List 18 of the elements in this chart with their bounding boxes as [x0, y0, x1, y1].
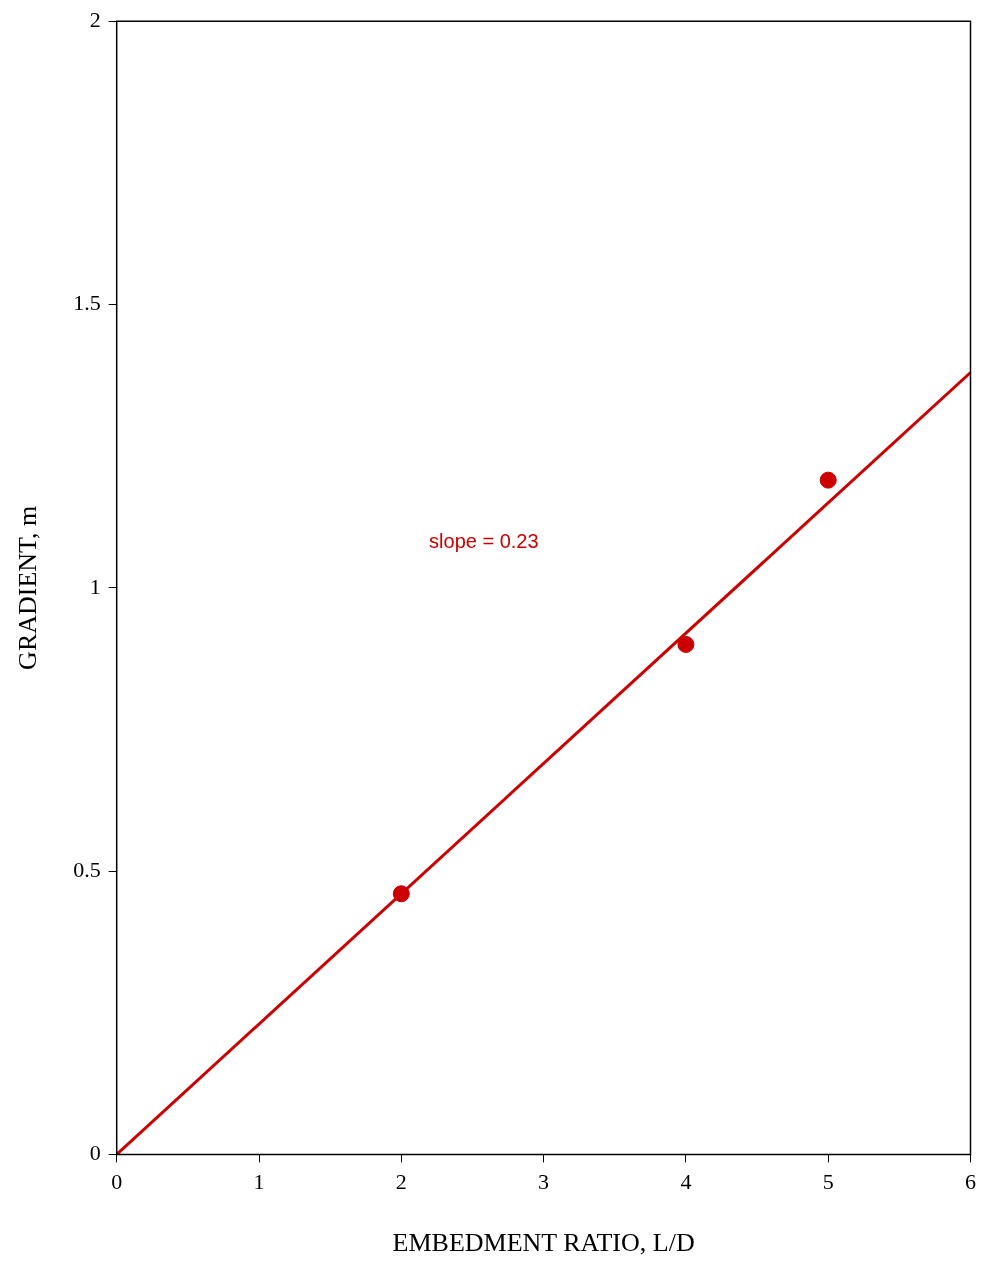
annotation: slope = 0.23	[429, 529, 539, 552]
x-tick-label: 3	[538, 1169, 550, 1195]
y-axis-title: GRADIENT, m	[13, 505, 43, 670]
x-tick-label: 5	[822, 1169, 834, 1195]
y-tick-label: 0	[89, 1140, 101, 1166]
x-tick-label: 4	[680, 1169, 692, 1195]
x-tick-label: 6	[965, 1169, 976, 1195]
y-tick-label: 1.5	[73, 290, 101, 316]
y-tick-label: 0.5	[73, 856, 101, 882]
x-tick-label: 2	[395, 1169, 407, 1195]
y-tick-label: 1	[89, 573, 101, 599]
y-tick-label: 2	[89, 6, 101, 32]
point	[677, 635, 695, 653]
x-tick-label: 1	[253, 1169, 265, 1195]
x-axis-title: EMBEDMENT RATIO, L/D	[392, 1228, 695, 1258]
point	[392, 885, 410, 903]
point	[819, 471, 837, 489]
x-tick-label: 0	[111, 1169, 123, 1195]
